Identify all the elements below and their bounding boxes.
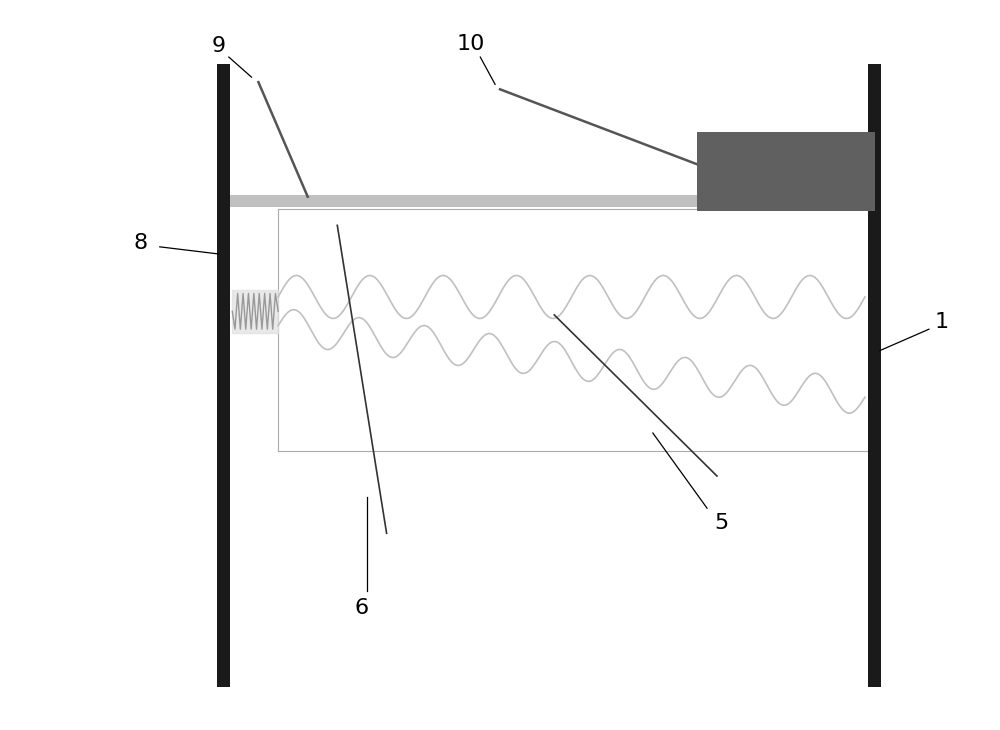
- Text: 5: 5: [715, 512, 729, 533]
- Text: 8: 8: [133, 234, 147, 253]
- Bar: [217, 64, 230, 687]
- Bar: [697, 132, 875, 211]
- Bar: [868, 64, 881, 687]
- Text: 9: 9: [212, 36, 226, 56]
- Text: 10: 10: [456, 34, 485, 54]
- Text: 6: 6: [355, 599, 369, 618]
- Text: 1: 1: [935, 312, 949, 332]
- Bar: [217, 195, 881, 207]
